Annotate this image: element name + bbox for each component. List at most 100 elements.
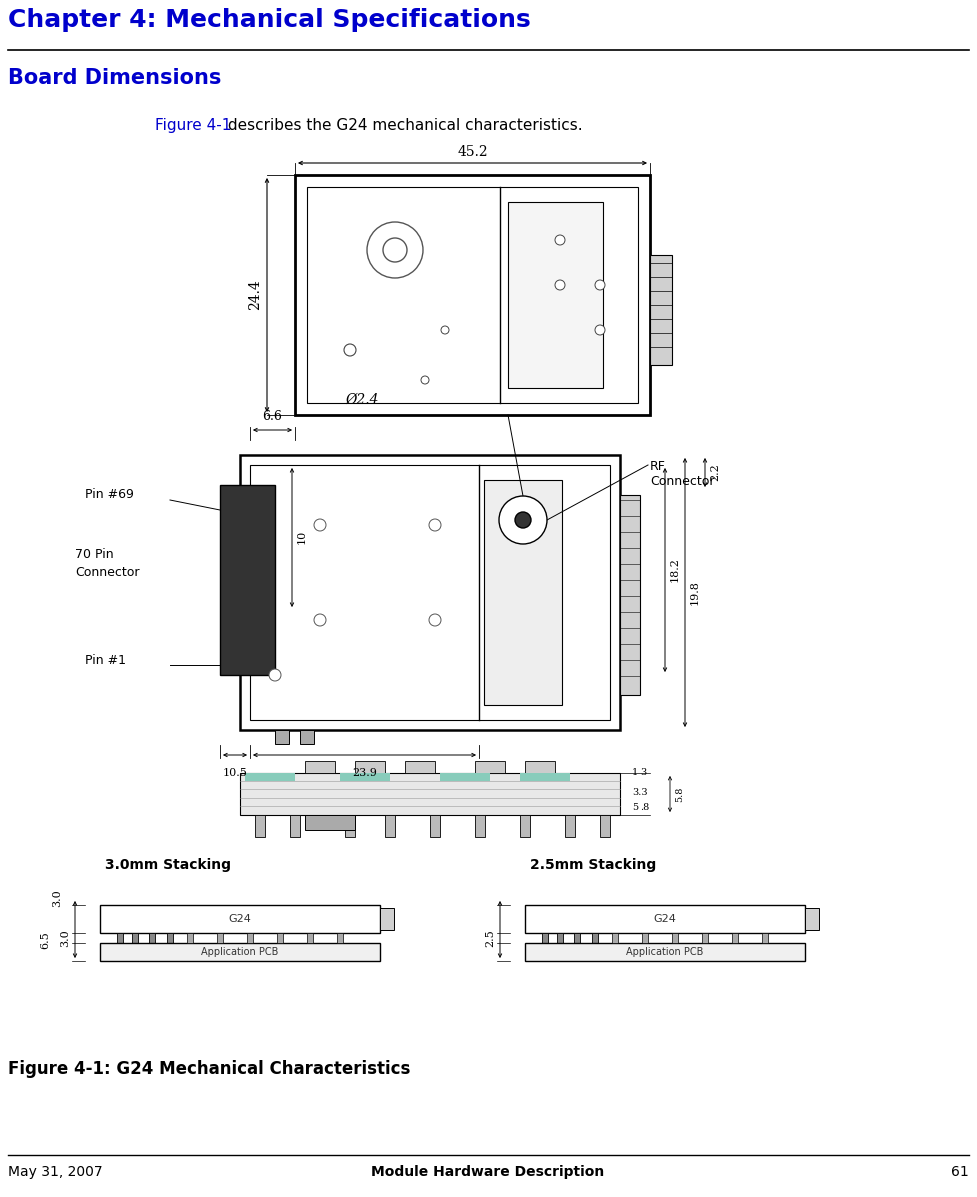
- Bar: [247, 932, 253, 943]
- Text: 70 Pin: 70 Pin: [75, 548, 113, 561]
- Bar: [732, 932, 738, 943]
- Circle shape: [314, 614, 326, 626]
- Bar: [385, 815, 395, 837]
- Bar: [525, 761, 555, 773]
- Bar: [520, 773, 570, 780]
- Bar: [305, 815, 355, 830]
- Circle shape: [421, 376, 429, 384]
- Text: 10: 10: [297, 530, 307, 545]
- Bar: [117, 932, 123, 943]
- Circle shape: [367, 221, 423, 278]
- Bar: [805, 909, 819, 930]
- Bar: [300, 730, 314, 745]
- Text: Figure 4-1: G24 Mechanical Characteristics: Figure 4-1: G24 Mechanical Characteristi…: [8, 1061, 410, 1078]
- Bar: [149, 932, 155, 943]
- Text: Module Hardware Description: Module Hardware Description: [371, 1165, 605, 1179]
- Bar: [565, 815, 575, 837]
- Bar: [240, 455, 620, 730]
- Bar: [650, 255, 672, 365]
- Bar: [600, 815, 610, 837]
- Circle shape: [383, 238, 407, 262]
- Bar: [620, 496, 640, 695]
- Text: 24.4: 24.4: [248, 280, 262, 310]
- Text: 5: 5: [632, 803, 638, 812]
- Bar: [250, 464, 610, 721]
- Text: Pin #1: Pin #1: [85, 654, 126, 667]
- Circle shape: [499, 496, 547, 543]
- Bar: [132, 932, 138, 943]
- Bar: [508, 202, 603, 388]
- Bar: [592, 932, 598, 943]
- Circle shape: [595, 326, 605, 335]
- Text: May 31, 2007: May 31, 2007: [8, 1165, 103, 1179]
- Text: Pin #69: Pin #69: [85, 488, 134, 502]
- Bar: [217, 932, 223, 943]
- Text: 3.0: 3.0: [60, 930, 70, 947]
- Bar: [430, 815, 440, 837]
- Bar: [290, 815, 300, 837]
- Text: 45.2: 45.2: [457, 145, 488, 159]
- Text: 6.5: 6.5: [40, 931, 50, 949]
- Bar: [484, 480, 562, 705]
- Text: 3.3: 3.3: [632, 788, 648, 797]
- Text: G24: G24: [229, 915, 251, 924]
- Bar: [557, 932, 563, 943]
- Text: 2.2: 2.2: [710, 463, 720, 481]
- Circle shape: [269, 669, 281, 681]
- Circle shape: [515, 512, 531, 528]
- Bar: [240, 773, 620, 815]
- Bar: [305, 761, 335, 773]
- Bar: [475, 761, 505, 773]
- Text: 3.0mm Stacking: 3.0mm Stacking: [105, 858, 231, 871]
- Text: Figure 4-1: Figure 4-1: [155, 119, 232, 133]
- Text: 61: 61: [952, 1165, 969, 1179]
- Text: 3: 3: [640, 768, 646, 777]
- Text: 19.8: 19.8: [690, 581, 700, 604]
- Text: 6.6: 6.6: [262, 411, 282, 423]
- Bar: [340, 773, 390, 780]
- Bar: [100, 905, 380, 932]
- Text: Application PCB: Application PCB: [626, 947, 703, 956]
- Text: 2.5mm Stacking: 2.5mm Stacking: [530, 858, 657, 871]
- Circle shape: [555, 235, 565, 245]
- Bar: [307, 932, 313, 943]
- Bar: [574, 932, 580, 943]
- Bar: [762, 932, 768, 943]
- Bar: [405, 761, 435, 773]
- Text: Connector: Connector: [75, 566, 140, 579]
- Text: 10.5: 10.5: [223, 768, 247, 778]
- Circle shape: [429, 519, 441, 531]
- Bar: [245, 773, 295, 780]
- Text: Chapter 4: Mechanical Specifications: Chapter 4: Mechanical Specifications: [8, 8, 531, 32]
- Bar: [255, 815, 265, 837]
- Text: 23.9: 23.9: [352, 768, 377, 778]
- Bar: [345, 815, 355, 837]
- Circle shape: [555, 280, 565, 290]
- Bar: [672, 932, 678, 943]
- Circle shape: [441, 326, 449, 334]
- Bar: [475, 815, 485, 837]
- Bar: [642, 932, 648, 943]
- Bar: [525, 943, 805, 961]
- Bar: [167, 932, 173, 943]
- Text: 3.0: 3.0: [52, 889, 62, 907]
- Circle shape: [314, 519, 326, 531]
- Bar: [100, 943, 380, 961]
- Bar: [520, 815, 530, 837]
- Text: 18.2: 18.2: [670, 558, 680, 583]
- Text: 5.8: 5.8: [675, 786, 684, 802]
- Bar: [187, 932, 193, 943]
- Bar: [702, 932, 708, 943]
- Bar: [307, 187, 638, 403]
- Bar: [542, 932, 548, 943]
- Bar: [525, 905, 805, 932]
- Bar: [277, 932, 283, 943]
- Bar: [295, 175, 650, 415]
- Text: 2.5: 2.5: [485, 930, 495, 947]
- Bar: [440, 773, 490, 780]
- Text: Board Dimensions: Board Dimensions: [8, 68, 222, 89]
- Text: describes the G24 mechanical characteristics.: describes the G24 mechanical characteris…: [223, 119, 582, 133]
- Text: Application PCB: Application PCB: [201, 947, 278, 956]
- Text: Ø2.4: Ø2.4: [345, 393, 378, 407]
- Bar: [337, 932, 343, 943]
